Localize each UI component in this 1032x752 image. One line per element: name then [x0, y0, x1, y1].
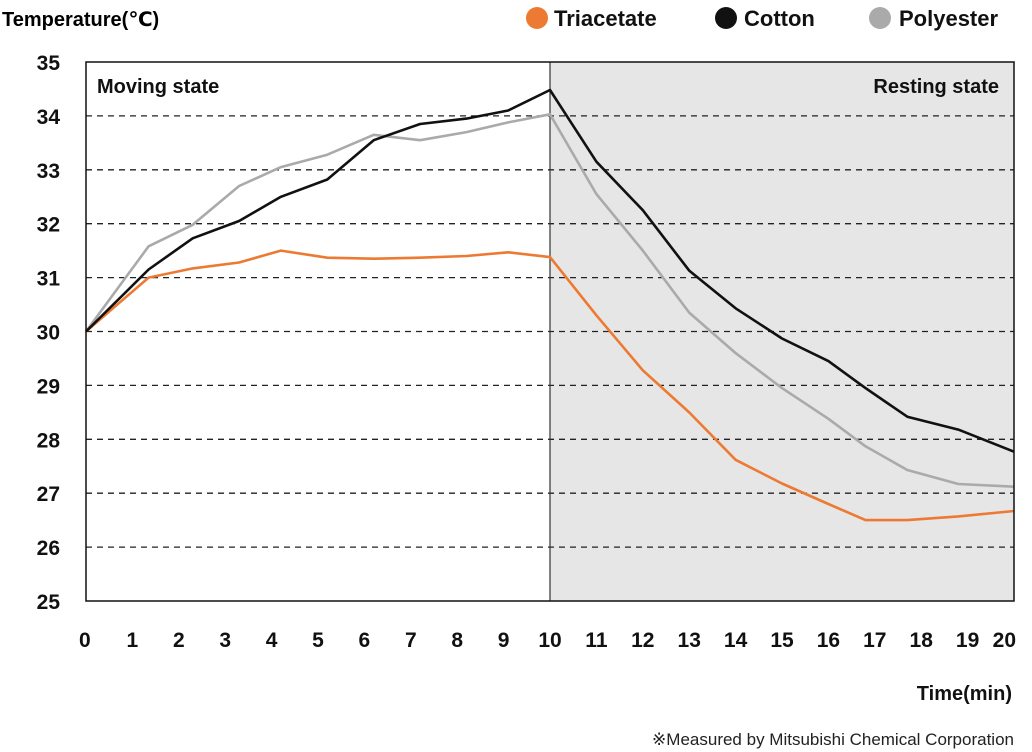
x-tick-label: 16 — [817, 629, 840, 652]
y-tick-labels: 25 26 27 28 29 30 31 32 33 34 35 — [37, 52, 61, 614]
y-tick-label: 28 — [37, 429, 61, 452]
moving-state-label: Moving state — [97, 76, 219, 98]
resting-state-label: Resting state — [873, 76, 999, 98]
legend-marker-cotton — [715, 7, 737, 29]
x-tick-label: 10 — [538, 629, 561, 652]
x-tick-label: 18 — [910, 629, 934, 652]
x-tick-label: 19 — [956, 629, 979, 652]
legend-label-cotton: Cotton — [744, 6, 815, 31]
legend: Triacetate Cotton Polyester — [526, 6, 998, 31]
y-tick-label: 31 — [37, 268, 61, 291]
y-tick-label: 30 — [37, 322, 60, 345]
x-tick-label: 20 — [993, 629, 1016, 652]
series-lines — [84, 88, 1015, 522]
x-tick-label: 3 — [219, 629, 231, 652]
y-tick-label: 25 — [37, 591, 61, 614]
plot-frame — [85, 61, 1015, 602]
x-tick-label: 9 — [498, 629, 510, 652]
x-tick-label: 2 — [173, 629, 185, 652]
x-tick-label: 14 — [724, 629, 748, 652]
series-line-cotton — [85, 88, 1015, 453]
x-tick-label: 5 — [312, 629, 324, 652]
x-tick-label: 13 — [678, 629, 701, 652]
x-tick-label: 8 — [451, 629, 463, 652]
x-tick-labels: 0 1 2 3 4 5 6 7 8 9 10 11 12 13 14 15 16 17 18 19 20 — [79, 629, 1016, 652]
y-tick-label: 34 — [37, 106, 61, 129]
series-line-triacetate — [85, 249, 1015, 522]
legend-label-triacetate: Triacetate — [554, 6, 657, 31]
y-tick-label: 32 — [37, 214, 60, 237]
x-tick-label: 12 — [631, 629, 654, 652]
legend-label-polyester: Polyester — [899, 6, 998, 31]
x-tick-label: 1 — [127, 629, 139, 652]
series-line-polyester — [84, 113, 1015, 488]
y-axis-label: Temperature(℃) — [2, 9, 159, 31]
y-tick-label: 29 — [37, 375, 60, 398]
x-tick-label: 7 — [405, 629, 417, 652]
measurement-note: ※Measured by Mitsubishi Chemical Corpora… — [652, 730, 1014, 749]
legend-marker-polyester — [869, 7, 891, 29]
x-tick-label: 0 — [79, 629, 91, 652]
x-tick-label: 4 — [266, 629, 278, 652]
x-tick-label: 17 — [863, 629, 886, 652]
x-tick-label: 11 — [585, 629, 608, 652]
y-tick-label: 33 — [37, 160, 60, 183]
x-axis-label: Time(min) — [917, 683, 1012, 705]
y-tick-label: 27 — [37, 483, 60, 506]
x-tick-label: 15 — [770, 629, 794, 652]
legend-marker-triacetate — [526, 7, 548, 29]
x-tick-label: 6 — [359, 629, 371, 652]
y-tick-label: 26 — [37, 537, 60, 560]
y-tick-label: 35 — [37, 52, 61, 75]
